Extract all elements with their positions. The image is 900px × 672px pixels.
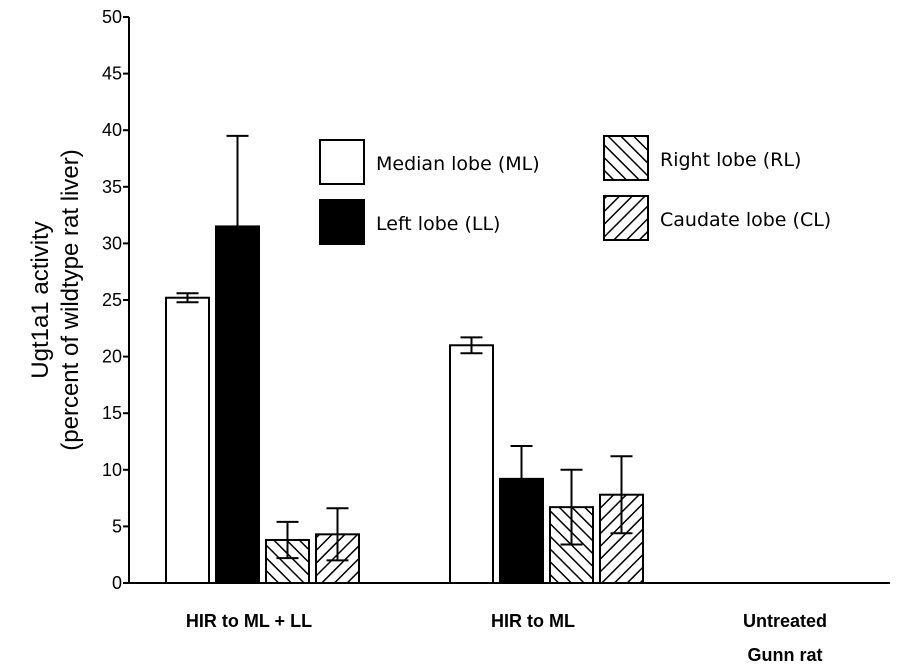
legend-label: Median lobe (ML): [376, 153, 540, 175]
y-tick-label: 45: [102, 64, 122, 84]
bar: [449, 344, 494, 584]
y-tick-label: 35: [102, 177, 122, 197]
y-tick-label: 20: [102, 347, 122, 367]
category-label: HIR to ML: [491, 611, 575, 631]
legend-label: Left lobe (LL): [376, 213, 500, 235]
category-label: HIR to ML + LL: [186, 611, 312, 631]
category-label: Gunn rat: [748, 645, 823, 665]
legend-swatch: [319, 199, 365, 245]
bar: [215, 225, 260, 584]
y-tick-label: 10: [102, 460, 122, 480]
y-tick-label: 15: [102, 403, 122, 423]
legend-label: Caudate lobe (CL): [660, 209, 831, 231]
y-tick-label: 30: [102, 233, 122, 253]
legend-swatch: [319, 139, 365, 185]
y-tick-label: 5: [112, 516, 122, 536]
labels: Ugt1a1 activity (percent of wildtype rat …: [27, 149, 827, 665]
y-tick-label: 40: [102, 120, 122, 140]
bars: [165, 134, 644, 585]
y-axis-subtitle: (percent of wildtype rat liver): [57, 149, 84, 450]
legend-label: Right lobe (RL): [660, 149, 801, 171]
y-tick-label: 25: [102, 290, 122, 310]
legend-swatch: [603, 195, 649, 241]
legend-swatch: [603, 135, 649, 181]
category-label: Untreated: [743, 611, 827, 631]
y-axis-title: Ugt1a1 activity: [27, 221, 54, 378]
bar: [165, 296, 210, 584]
y-tick-label: 0: [112, 573, 122, 593]
y-tick-label: 50: [102, 7, 122, 27]
legend: Median lobe (ML) Left lobe (LL) Right lobe…: [319, 135, 831, 245]
